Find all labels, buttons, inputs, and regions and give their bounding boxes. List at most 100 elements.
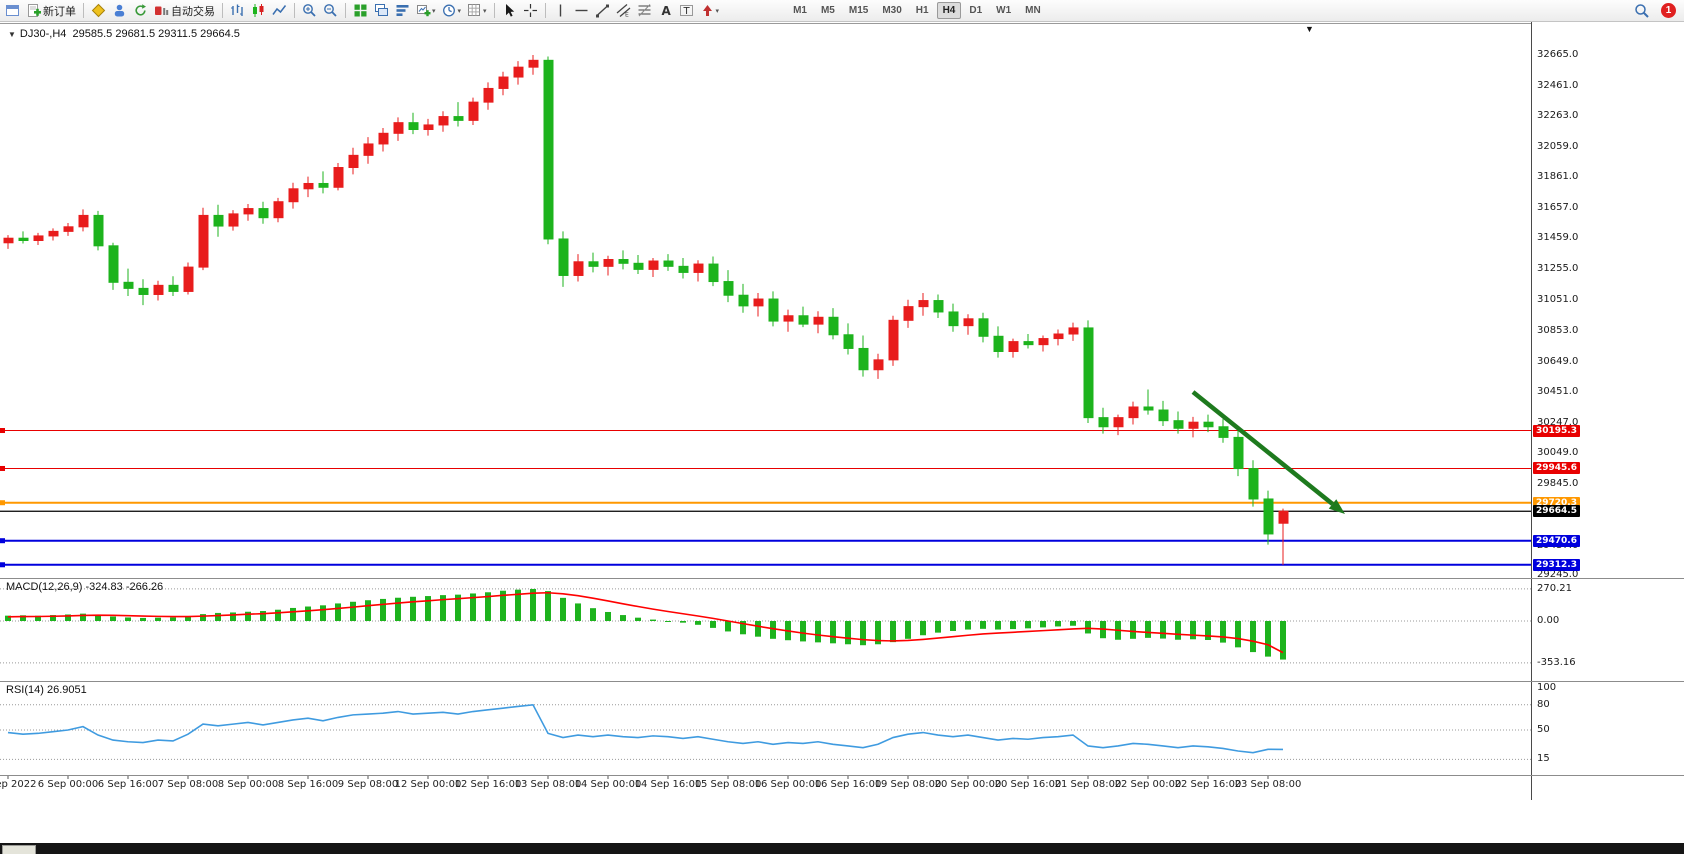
price-tick: 29245.0 <box>1537 569 1579 580</box>
taskbar-tab[interactable] <box>2 845 36 854</box>
time-label: 14 Sep 16:00 <box>634 779 702 790</box>
rsi-axis-label: 100 <box>1537 682 1557 693</box>
rsi <box>7 703 1284 754</box>
crosshair-icon[interactable] <box>521 1 540 21</box>
tab-timeframe-w1[interactable]: W1 <box>996 5 1012 16</box>
rsi-label: RSI(14) 26.9051 <box>6 684 87 696</box>
time-label: 21 Sep 08:00 <box>1054 779 1122 790</box>
arrange-windows-icon[interactable] <box>393 1 412 21</box>
trend-arrow <box>1191 390 1345 514</box>
macd-levels <box>0 588 1531 664</box>
price-axis[interactable]: 32665.0 32461.0 32263.0 32059.0 31861.0 31657… <box>1531 0 1684 800</box>
arrows-tool[interactable]: ▾ <box>698 1 722 21</box>
tab-timeframe-m15[interactable]: M15 <box>848 5 869 16</box>
chart-expand-icon[interactable]: ▼ <box>8 30 16 39</box>
time-label: 13 Sep 08:00 <box>514 779 582 790</box>
time-label: 16 Sep 16:00 <box>814 779 882 790</box>
zoom-out-icon[interactable] <box>321 1 340 21</box>
notification-badge[interactable]: 1 <box>1661 3 1676 18</box>
chart-ohlc: 29585.5 29681.5 29311.5 29664.5 <box>72 28 240 40</box>
toolbar-separator <box>222 3 223 18</box>
chevron-down-icon: ▾ <box>457 7 462 15</box>
time-label: 6 Sep 00:00 <box>37 779 99 790</box>
time-label: 14 Sep 00:00 <box>574 779 642 790</box>
price-tick: 32059.0 <box>1537 141 1579 153</box>
trendline-tool[interactable] <box>593 1 612 21</box>
tab-timeframe-d1[interactable]: D1 <box>969 5 983 16</box>
templates-button[interactable]: ▾ <box>465 1 489 21</box>
time-label: 6 Sep 16:00 <box>97 779 159 790</box>
price-line-badge: 29945.6 <box>1533 462 1580 475</box>
channel-tool[interactable]: E <box>614 1 633 21</box>
search-icon[interactable] <box>1632 1 1652 21</box>
window-border <box>0 23 1684 24</box>
horizontal-line-tool[interactable] <box>572 1 591 21</box>
symbols-icon[interactable] <box>89 1 108 21</box>
candles <box>3 55 1289 565</box>
rsi-axis-label: 80 <box>1537 698 1550 710</box>
price-tick: 30247.0 <box>1537 416 1579 428</box>
cursor-icon[interactable] <box>500 1 519 21</box>
periods-button[interactable]: ▾ <box>440 1 464 21</box>
current-price-badge: 29664.5 <box>1533 505 1580 518</box>
tab-timeframe-h4[interactable]: H4 <box>936 2 962 19</box>
tile-windows-icon[interactable] <box>351 1 370 21</box>
price-tick: 30049.0 <box>1537 446 1579 458</box>
main-toolbar: 新订单 自动交易 <box>0 0 1684 22</box>
toolbar-separator <box>345 3 346 18</box>
tab-timeframe-mn[interactable]: MN <box>1025 5 1041 16</box>
text-tool[interactable]: A <box>656 1 675 21</box>
market-watch-icon[interactable] <box>110 1 129 21</box>
refresh-icon[interactable] <box>131 1 150 21</box>
price-line-badge: 29312.3 <box>1533 558 1580 571</box>
tab-timeframe-h1[interactable]: H1 <box>915 5 929 16</box>
chart-symbol-timeframe: DJ30-,H4 <box>19 28 67 40</box>
price-tick: 32263.0 <box>1537 110 1579 122</box>
autotrade-button[interactable]: 自动交易 <box>152 1 217 21</box>
time-label: 8 Sep 00:00 <box>217 779 279 790</box>
price-tick: 31861.0 <box>1537 171 1579 183</box>
price-line-badge: 30195.3 <box>1533 424 1580 437</box>
horizontal-lines <box>0 428 1531 568</box>
panel-separator[interactable] <box>0 578 1684 579</box>
price-tick: 30649.0 <box>1537 355 1579 367</box>
panel-separator[interactable] <box>0 681 1684 682</box>
time-label: 22 Sep 16:00 <box>1174 779 1242 790</box>
tab-timeframe-m5[interactable]: M5 <box>820 5 835 16</box>
chevron-down-icon: ▾ <box>483 7 487 15</box>
tab-timeframe-m30[interactable]: M30 <box>882 5 902 16</box>
macd-signal <box>7 591 1284 654</box>
text-label-tool[interactable]: T <box>677 1 696 21</box>
bar-chart-icon[interactable] <box>228 1 247 21</box>
rsi-levels <box>0 704 1531 760</box>
price-line-badge: 29470.6 <box>1533 534 1580 547</box>
macd-axis-label: -353.16 <box>1537 656 1576 668</box>
chart-svg[interactable] <box>0 0 1531 800</box>
macd-histogram <box>5 588 1286 660</box>
price-tick: 31051.0 <box>1537 294 1579 306</box>
price-tick: 32461.0 <box>1537 80 1579 92</box>
candlestick-chart-icon[interactable] <box>249 1 268 21</box>
price-tick: 31459.0 <box>1537 232 1579 244</box>
line-chart-icon[interactable] <box>270 1 289 21</box>
price-tick: 32665.0 <box>1537 49 1579 60</box>
rsi-line <box>7 703 1284 754</box>
price-tick: 30451.0 <box>1537 385 1579 397</box>
new-chart-button[interactable]: ▾ <box>414 1 438 21</box>
cascade-windows-icon[interactable] <box>372 1 391 21</box>
scroll-to-end-marker[interactable]: ▼ <box>1305 24 1314 34</box>
time-label: 20 Sep 16:00 <box>994 779 1062 790</box>
zoom-in-icon[interactable] <box>300 1 319 21</box>
vertical-line-tool[interactable] <box>551 1 570 21</box>
fibonacci-tool[interactable] <box>635 1 654 21</box>
new-order-button[interactable]: 新订单 <box>24 1 78 21</box>
charts-window-icon[interactable] <box>3 1 22 21</box>
chart-canvas[interactable]: ▼ DJ30-,H4 29585.5 29681.5 29311.5 29664.… <box>0 0 1531 800</box>
timeframe-toolbar: M1 M5 M15 M30 H1 H4 D1 W1 MN <box>786 2 1048 19</box>
price-tick: 31657.0 <box>1537 202 1579 214</box>
price-tick: 31255.0 <box>1537 263 1579 275</box>
time-label: 12 Sep 16:00 <box>454 779 522 790</box>
time-label: 16 Sep 00:00 <box>754 779 822 790</box>
tab-timeframe-m1[interactable]: M1 <box>793 5 807 16</box>
